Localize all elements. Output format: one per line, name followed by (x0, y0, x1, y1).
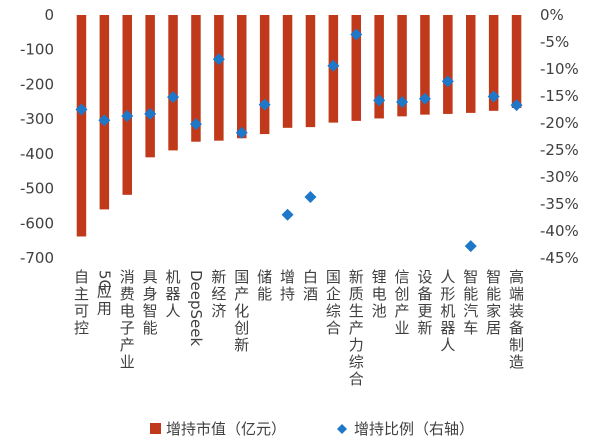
left-tick-label: -500 (20, 180, 54, 198)
bar (488, 15, 499, 111)
bar (99, 15, 110, 210)
category-label: 机器人 (166, 268, 181, 320)
category-label: 设备更新 (417, 268, 432, 337)
category-label: 高端装备制造 (509, 268, 524, 371)
bar (168, 15, 178, 151)
category-label: 增持 (280, 268, 295, 303)
bar (511, 15, 522, 109)
data-point (121, 109, 134, 122)
right-tick-label: -20% (540, 114, 579, 132)
bar (466, 15, 476, 113)
right-tick-label: -40% (540, 222, 579, 240)
data-point (75, 103, 88, 116)
category-label: 消费电子产业 (120, 268, 135, 371)
category-label: 白酒 (303, 268, 318, 303)
left-tick-label: 0 (44, 6, 54, 24)
bar (191, 15, 201, 142)
category-label: 人形机器人 (440, 268, 455, 354)
data-point (189, 118, 202, 131)
left-tick-label: -600 (20, 214, 54, 232)
bar (374, 15, 384, 119)
category-label-rotated: 5G (95, 270, 113, 291)
data-point (487, 90, 500, 103)
right-tick-label: -5% (540, 33, 569, 51)
right-tick-label: 0% (540, 6, 564, 24)
bar (282, 15, 293, 128)
category-label: 国产化创新 (234, 268, 249, 354)
left-axis: 0 -100 -200 -300 -400 -500 -600 -700 (20, 6, 54, 267)
right-axis: 0% -5% -10% -15% -20% -25% -30% -35% -40% -45% (540, 6, 579, 267)
data-point (281, 208, 294, 221)
category-label-rotated: DeepSeek (187, 270, 205, 347)
legend-bar-label: 增持市值（亿元） (166, 420, 286, 438)
legend-diamond-swatch (337, 424, 347, 434)
left-tick-label: -300 (20, 110, 54, 128)
data-point (373, 94, 386, 107)
category-label: 信创产业 (395, 268, 410, 337)
bar-series (76, 15, 522, 237)
right-tick-label: -10% (540, 60, 579, 78)
right-tick-label: -15% (540, 87, 579, 105)
point-series (75, 28, 523, 253)
left-tick-label: -700 (20, 249, 54, 267)
left-tick-label: -200 (20, 75, 54, 93)
data-point (167, 91, 180, 104)
right-tick-label: -35% (540, 195, 579, 213)
data-point (464, 240, 477, 253)
legend-bar-swatch (150, 423, 161, 434)
category-label: 智能家居 (486, 268, 501, 337)
category-label: 新经济 (211, 268, 226, 320)
category-label: 应用 (97, 282, 112, 317)
bar (397, 15, 407, 117)
category-label: 储能 (257, 268, 272, 303)
data-point (441, 75, 454, 88)
category-label: 自主可控 (74, 268, 89, 337)
data-point (350, 28, 363, 41)
data-point (258, 98, 271, 111)
right-tick-label: -30% (540, 168, 579, 186)
left-tick-label: -100 (20, 41, 54, 59)
category-label: 新质生产力综合 (349, 268, 364, 388)
bar (259, 15, 270, 135)
data-point (304, 190, 317, 203)
bar (214, 15, 224, 141)
data-point (98, 114, 111, 127)
bar (351, 15, 361, 121)
data-point (396, 95, 409, 108)
bar (305, 15, 316, 128)
data-point (510, 99, 523, 112)
bar (122, 15, 132, 195)
data-point (418, 92, 431, 105)
right-tick-label: -45% (540, 249, 579, 267)
category-label: 锂电池 (372, 268, 387, 320)
data-point (235, 126, 248, 139)
bar (443, 15, 453, 114)
data-point (144, 107, 157, 120)
legend: 增持市值（亿元） 增持比例（右轴） (150, 420, 474, 438)
category-label: 国企综合 (326, 268, 341, 337)
bar (145, 15, 155, 158)
left-tick-label: -400 (20, 145, 54, 163)
right-tick-label: -25% (540, 141, 579, 159)
data-point (327, 59, 340, 72)
category-label: 具身智能 (143, 268, 158, 337)
bar (420, 15, 430, 115)
data-point (212, 53, 225, 66)
category-label: 智能汽车 (463, 268, 478, 337)
bar (237, 15, 247, 139)
legend-point-label: 增持比例（右轴） (354, 420, 474, 438)
bar (76, 15, 87, 237)
